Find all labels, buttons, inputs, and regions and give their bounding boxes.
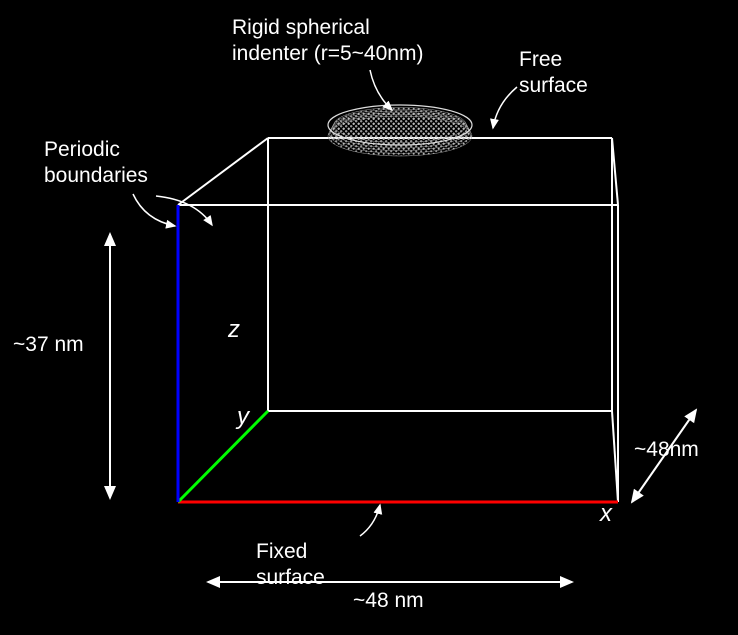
axis-label-x: x (600, 500, 612, 528)
diagram-scene (0, 0, 738, 635)
label-free-surface-2: surface (519, 74, 588, 98)
label-periodic-1: Periodic (44, 138, 120, 162)
label-indenter-1: Rigid spherical (232, 16, 370, 40)
label-indenter-2: indenter (r=5~40nm) (232, 42, 423, 66)
axis-label-y: y (237, 403, 249, 431)
label-dim-width: ~48 nm (353, 589, 424, 613)
dimension-lines (110, 234, 696, 582)
simulation-box (178, 138, 618, 502)
coordinate-axes (178, 205, 618, 502)
label-fixed-1: Fixed (256, 540, 307, 564)
axis-label-z: z (228, 316, 240, 344)
spherical-indenter (328, 105, 472, 156)
label-free-surface-1: Free (519, 48, 562, 72)
label-dim-depth: ~48nm (634, 438, 699, 462)
label-periodic-2: boundaries (44, 164, 148, 188)
label-dim-height: ~37 nm (13, 333, 84, 357)
label-fixed-2: surface (256, 566, 325, 590)
